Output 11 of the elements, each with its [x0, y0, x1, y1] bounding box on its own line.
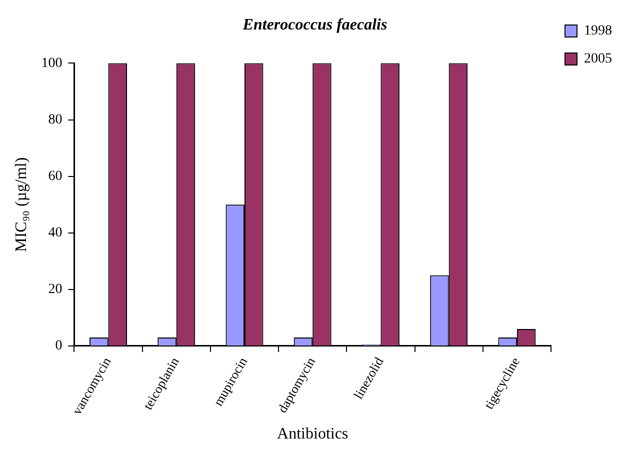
y-tick-label: 0: [55, 338, 62, 354]
y-tick-label: 100: [41, 56, 62, 71]
chart-title: Enterococcus faecalis: [242, 16, 388, 34]
y-tick-label: 60: [48, 168, 62, 184]
legend-label: 1998: [584, 24, 612, 39]
y-tick-label: 80: [48, 112, 62, 128]
x-axis-title: Antibiotics: [277, 426, 348, 443]
y-tick-label: 20: [48, 282, 62, 298]
legend-label: 2005: [584, 52, 612, 67]
y-axis-title: MIC₉₀ (µg/ml): [12, 157, 30, 252]
y-tick-label: 40: [48, 226, 62, 241]
